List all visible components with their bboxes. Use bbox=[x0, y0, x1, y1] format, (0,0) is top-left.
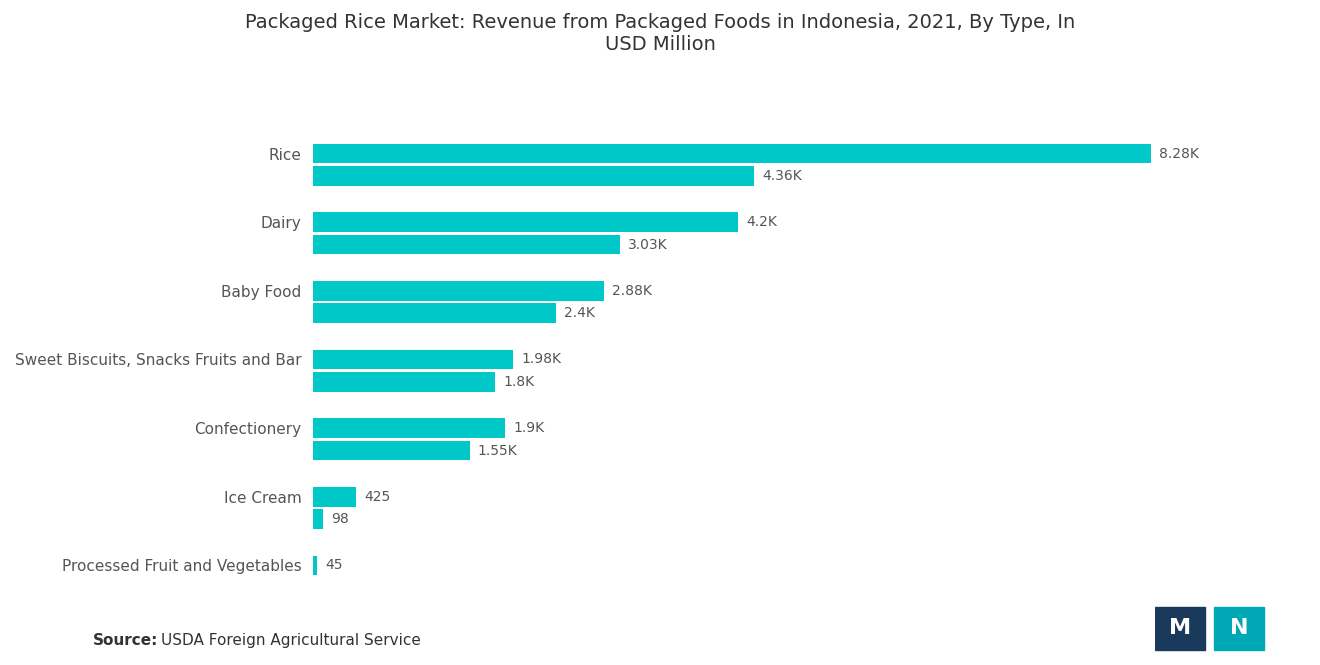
Text: 425: 425 bbox=[364, 489, 391, 503]
Text: 3.03K: 3.03K bbox=[627, 237, 667, 251]
Bar bbox=[313, 555, 317, 575]
Bar bbox=[313, 235, 619, 255]
Bar bbox=[313, 303, 556, 323]
Text: 45: 45 bbox=[326, 559, 343, 573]
Text: 4.2K: 4.2K bbox=[746, 215, 777, 229]
Bar bbox=[313, 509, 322, 529]
Bar bbox=[313, 281, 605, 301]
Text: 2.4K: 2.4K bbox=[564, 307, 595, 321]
Text: 1.55K: 1.55K bbox=[478, 444, 517, 458]
Bar bbox=[313, 372, 495, 392]
Text: N: N bbox=[1230, 618, 1249, 638]
Text: Packaged Rice Market: Revenue from Packaged Foods in Indonesia, 2021, By Type, I: Packaged Rice Market: Revenue from Packa… bbox=[246, 13, 1074, 55]
Text: 98: 98 bbox=[331, 512, 348, 526]
Bar bbox=[1155, 607, 1205, 650]
Text: USDA Foreign Agricultural Service: USDA Foreign Agricultural Service bbox=[161, 633, 421, 648]
Text: 8.28K: 8.28K bbox=[1159, 146, 1199, 161]
Text: 2.88K: 2.88K bbox=[612, 284, 652, 298]
Bar bbox=[313, 487, 356, 507]
Bar bbox=[313, 144, 1151, 164]
Bar bbox=[313, 166, 754, 186]
Bar bbox=[313, 212, 738, 232]
Bar bbox=[1214, 607, 1265, 650]
Text: 4.36K: 4.36K bbox=[762, 169, 803, 183]
Text: M: M bbox=[1170, 618, 1191, 638]
Bar bbox=[313, 418, 506, 438]
Text: 1.8K: 1.8K bbox=[503, 375, 535, 389]
Bar bbox=[313, 441, 470, 460]
Text: Source:: Source: bbox=[92, 633, 158, 648]
Bar bbox=[313, 350, 513, 369]
Text: 1.98K: 1.98K bbox=[521, 352, 561, 366]
Text: 1.9K: 1.9K bbox=[513, 421, 544, 435]
